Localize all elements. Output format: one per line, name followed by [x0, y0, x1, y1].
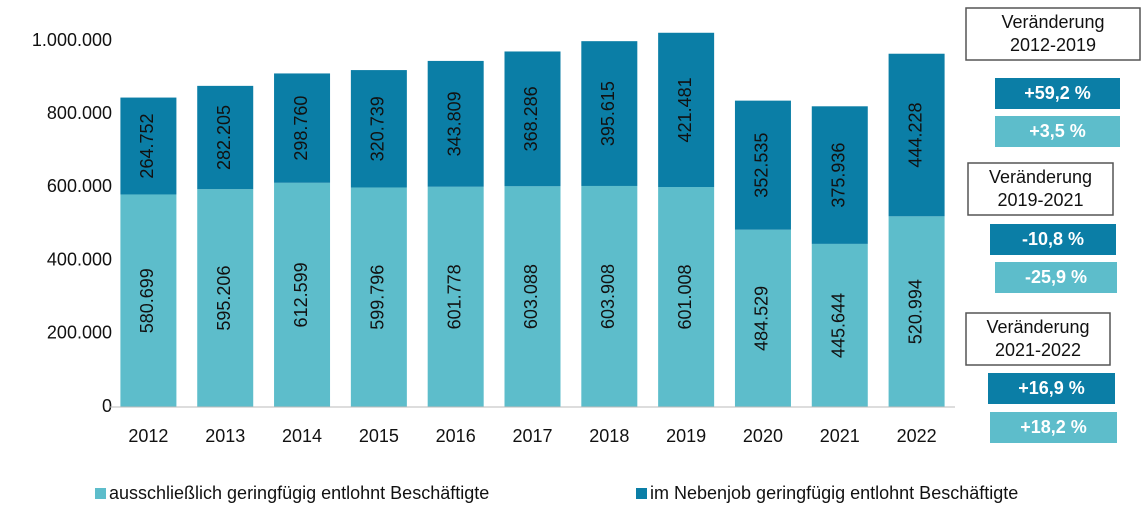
change-badge — [995, 262, 1117, 293]
bar-segment — [811, 243, 868, 407]
value-label: 580.699 — [137, 268, 157, 333]
change-value: -25,9 % — [1025, 267, 1087, 287]
change-badge — [990, 412, 1117, 443]
change-value: +18,2 % — [1020, 417, 1087, 437]
value-label: 264.752 — [137, 113, 157, 178]
x-tick-label: 2012 — [128, 426, 168, 446]
bar-segment — [427, 60, 484, 187]
annotation-label: Veränderung — [986, 317, 1089, 337]
legend-label: im Nebenjob geringfügig entlohnt Beschäf… — [650, 483, 1018, 503]
annotation-label: 2019-2021 — [997, 190, 1083, 210]
legend-swatch — [95, 488, 106, 499]
bar-segment — [427, 186, 484, 407]
value-label: 444.228 — [905, 102, 925, 167]
value-label: 484.529 — [752, 286, 772, 351]
x-tick-label: 2013 — [205, 426, 245, 446]
value-label: 352.535 — [752, 133, 772, 198]
bar-segment — [274, 182, 331, 407]
annotation-box — [967, 162, 1114, 216]
legend-swatch — [636, 488, 647, 499]
bar-segment — [197, 189, 254, 407]
x-tick-label: 2022 — [897, 426, 937, 446]
y-tick-label: 200.000 — [47, 323, 112, 343]
value-label: 320.739 — [368, 96, 388, 161]
value-label: 612.599 — [291, 262, 311, 327]
bar-segment — [734, 100, 791, 230]
x-tick-label: 2019 — [666, 426, 706, 446]
bar-segment — [581, 41, 638, 186]
bar-segment — [197, 85, 254, 190]
x-tick-label: 2014 — [282, 426, 322, 446]
annotation-label: Veränderung — [989, 167, 1092, 187]
value-label: 375.936 — [829, 143, 849, 208]
value-label: 601.778 — [444, 264, 464, 329]
bar-segment — [658, 187, 715, 407]
y-tick-label: 800.000 — [47, 103, 112, 123]
value-label: 343.809 — [444, 91, 464, 156]
bar-segment — [120, 194, 177, 407]
bar-segment — [274, 73, 331, 183]
bar-segment — [888, 216, 945, 407]
bar-segment — [504, 186, 561, 407]
value-label: 282.205 — [214, 105, 234, 170]
change-value: +3,5 % — [1029, 121, 1086, 141]
value-label: 603.908 — [598, 264, 618, 329]
annotation-label: Veränderung — [1001, 12, 1104, 32]
bar-segment — [350, 187, 407, 407]
change-badge — [988, 373, 1115, 404]
bar-segment — [658, 32, 715, 188]
value-label: 298.760 — [291, 96, 311, 161]
change-value: +16,9 % — [1018, 378, 1085, 398]
y-tick-label: 600.000 — [47, 176, 112, 196]
change-badge — [990, 224, 1116, 255]
annotation-box — [965, 7, 1141, 61]
value-label: 595.206 — [214, 266, 234, 331]
annotation-label: 2021-2022 — [995, 340, 1081, 360]
x-tick-label: 2020 — [743, 426, 783, 446]
bar-segment — [350, 70, 407, 188]
change-value: -10,8 % — [1022, 229, 1084, 249]
value-label: 445.644 — [829, 293, 849, 358]
value-label: 368.286 — [521, 86, 541, 151]
x-tick-label: 2017 — [512, 426, 552, 446]
value-label: 520.994 — [905, 279, 925, 344]
y-tick-label: 0 — [102, 396, 112, 416]
bar-segment — [811, 106, 868, 244]
change-badge — [995, 116, 1120, 147]
x-tick-label: 2018 — [589, 426, 629, 446]
bar-segment — [504, 51, 561, 187]
bar-segment — [120, 97, 177, 195]
value-label: 599.796 — [368, 265, 388, 330]
value-label: 395.615 — [598, 81, 618, 146]
annotation-label: 2012-2019 — [1010, 35, 1096, 55]
bar-segment — [581, 185, 638, 407]
x-tick-label: 2016 — [436, 426, 476, 446]
bar-segment — [888, 53, 945, 217]
x-tick-label: 2021 — [820, 426, 860, 446]
legend-label: ausschließlich geringfügig entlohnt Besc… — [109, 483, 489, 503]
value-label: 601.008 — [675, 264, 695, 329]
y-tick-label: 400.000 — [47, 249, 112, 269]
change-value: +59,2 % — [1024, 83, 1091, 103]
annotation-box — [965, 312, 1111, 366]
x-tick-label: 2015 — [359, 426, 399, 446]
y-tick-label: 1.000.000 — [32, 30, 112, 50]
value-label: 603.088 — [521, 264, 541, 329]
change-badge — [995, 78, 1120, 109]
bar-segment — [734, 229, 791, 407]
value-label: 421.481 — [675, 77, 695, 142]
